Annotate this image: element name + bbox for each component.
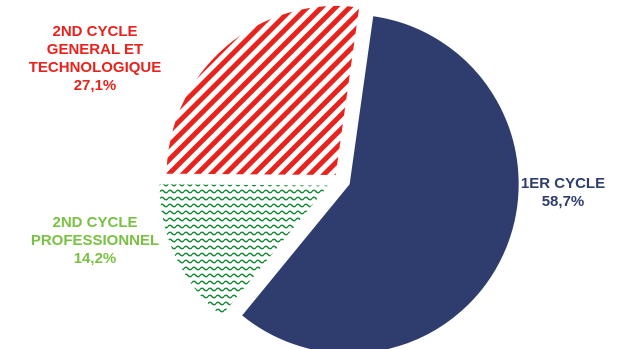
slice-category-label: TECHNOLOGIQUE bbox=[29, 59, 162, 76]
slice-category-label: PROFESSIONNEL bbox=[31, 232, 159, 249]
slice-value-label: 58,7% bbox=[542, 193, 585, 210]
pie-slice-2 bbox=[158, 183, 331, 318]
pie-slice-3 bbox=[165, 4, 361, 176]
slice-value-label: 27,1% bbox=[74, 77, 117, 94]
pie-slice-1 bbox=[240, 15, 520, 349]
slice-category-label: 1ER CYCLE bbox=[521, 175, 605, 192]
slice-category-label: GENERAL ET bbox=[47, 41, 143, 58]
slice-value-label: 14,2% bbox=[74, 250, 117, 267]
slice-label-2: 2ND CYCLE PROFESSIONNEL 14,2% bbox=[31, 214, 159, 267]
slice-label-3: 2ND CYCLE GENERAL ET TECHNOLOGIQUE 27,1% bbox=[29, 23, 162, 94]
slice-category-label: 2ND CYCLE bbox=[52, 23, 137, 40]
slice-label-1: 1ER CYCLE 58,7% bbox=[521, 175, 605, 210]
slice-category-label: 2ND CYCLE bbox=[52, 214, 137, 231]
